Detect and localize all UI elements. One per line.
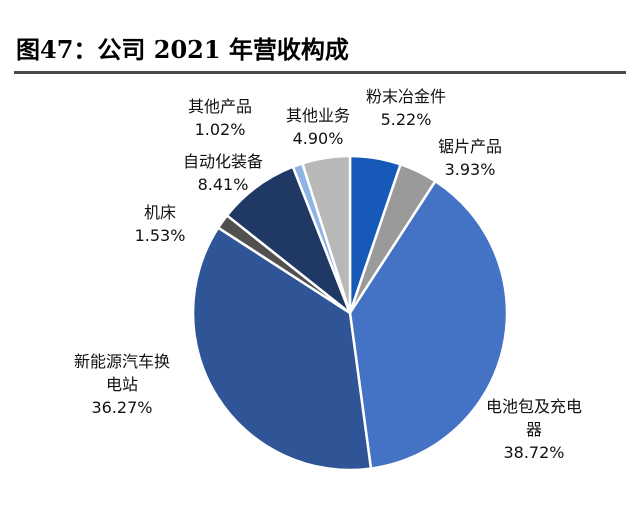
slice-label: 其他业务 4.90%	[286, 106, 350, 148]
slice-value-label: 8.41%	[198, 175, 249, 194]
slice-value-label: 1.02%	[195, 120, 246, 139]
slice-name-label: 其他业务	[286, 106, 350, 125]
slice-label: 粉末冶金件 5.22%	[366, 87, 446, 129]
title-divider	[14, 71, 626, 74]
slice-name-label: 自动化装备	[183, 152, 263, 171]
pie-slice	[191, 226, 373, 472]
slice-name-label: 新能源汽车换	[74, 352, 170, 371]
slice-value-label: 36.27%	[91, 398, 152, 417]
slice-value-label: 1.53%	[135, 226, 186, 245]
figure-title: 图47：公司 2021 年营收构成	[16, 35, 349, 64]
slice-name-label: 电站	[106, 375, 138, 394]
slice-value-label: 38.72%	[503, 443, 564, 462]
slice-label: 机床 1.53%	[135, 203, 186, 245]
slice-name-label: 电池包及充电	[486, 397, 582, 416]
slice-value-label: 5.22%	[381, 110, 432, 129]
pie-slice	[301, 154, 352, 315]
pie-slice	[348, 179, 509, 470]
slice-label: 其他产品 1.02%	[188, 97, 252, 139]
slice-label: 锯片产品 3.93%	[438, 137, 502, 179]
slice-name-label: 机床	[144, 203, 176, 222]
slice-name-label: 其他产品	[188, 97, 252, 116]
slice-name-label: 锯片产品	[438, 137, 502, 156]
slice-value-label: 4.90%	[293, 129, 344, 148]
slice-name-label: 器	[526, 420, 542, 439]
slice-label: 自动化装备 8.41%	[183, 152, 263, 194]
slice-name-label: 粉末冶金件	[366, 87, 446, 106]
slice-value-label: 3.93%	[445, 160, 496, 179]
